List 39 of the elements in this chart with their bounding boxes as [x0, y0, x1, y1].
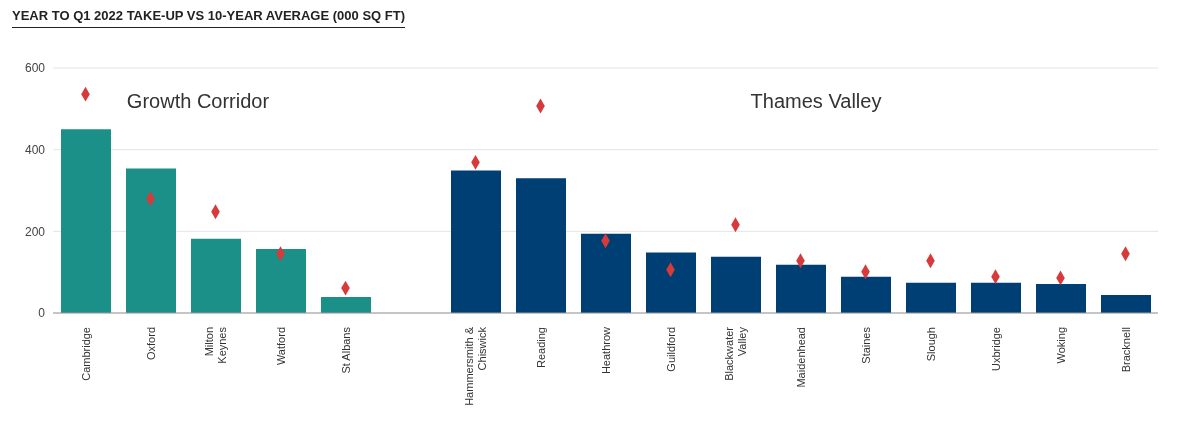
x-tick-label: Woking [1054, 327, 1067, 364]
bar [516, 178, 566, 313]
x-tick-label: Cambridge [79, 327, 92, 381]
bar [841, 276, 891, 313]
x-tick-label: Bracknell [1119, 327, 1132, 373]
x-tick-label: Slough [924, 327, 937, 362]
annotation: Growth Corridor [126, 90, 270, 113]
x-tick-label: Hammersmith & Chiswick [463, 326, 488, 406]
bar [256, 248, 306, 313]
annotation: Thames Valley [750, 90, 882, 113]
x-tick-label: Uxbridge [989, 327, 1002, 372]
x-tick-label: Watford [274, 327, 287, 366]
x-tick-label: Guildford [664, 327, 677, 372]
bar [971, 282, 1021, 313]
chart-title: YEAR TO Q1 2022 TAKE-UP VS 10-YEAR AVERAGE (000 SQ FT) [12, 8, 405, 28]
bar [1101, 295, 1151, 313]
y-tick-label: 400 [24, 142, 46, 157]
bar [191, 238, 241, 313]
x-tick-label: St Albans [339, 326, 352, 374]
y-tick-label: 600 [24, 61, 46, 76]
x-tick-label: Maidenhead [794, 327, 807, 388]
bar [1036, 284, 1086, 313]
x-tick-label: Oxford [144, 327, 157, 361]
bar [711, 256, 761, 313]
x-tick-label: Blackwater Valley [723, 326, 748, 381]
y-tick-label: 200 [24, 224, 46, 239]
bar [61, 129, 111, 313]
x-tick-label: Milton Keynes [203, 326, 228, 364]
bar [451, 170, 501, 313]
x-tick-label: Heathrow [599, 326, 612, 375]
bar [126, 168, 176, 313]
x-tick-label: Staines [859, 326, 872, 364]
x-tick-label: Reading [534, 327, 547, 368]
bar [646, 252, 696, 313]
bar [321, 297, 371, 313]
bar [776, 264, 826, 313]
bar [581, 233, 631, 313]
bar [906, 282, 956, 313]
y-tick-label: 0 [38, 306, 46, 321]
